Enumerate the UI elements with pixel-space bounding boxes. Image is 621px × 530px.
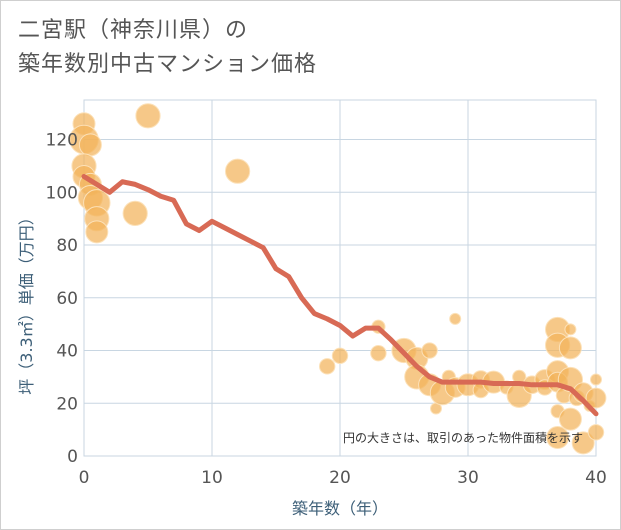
chart-title: 二宮駅（神奈川県）の 築年数別中古マンション価格 bbox=[18, 14, 317, 82]
data-bubble bbox=[225, 158, 251, 184]
data-bubble bbox=[135, 103, 161, 129]
y-tick-label: 120 bbox=[46, 131, 78, 151]
data-bubble bbox=[78, 133, 102, 157]
x-tick-label: 0 bbox=[79, 468, 90, 488]
data-bubble bbox=[571, 431, 595, 455]
y-tick-label: 20 bbox=[56, 394, 78, 414]
data-bubble bbox=[449, 312, 462, 325]
grid-lines bbox=[83, 99, 597, 457]
data-bubble bbox=[421, 342, 438, 359]
x-tick-label: 10 bbox=[201, 468, 223, 488]
y-axis-title: 坪（3.3㎡）単価（万円） bbox=[17, 209, 36, 394]
data-bubble bbox=[585, 387, 607, 409]
y-tick-label: 80 bbox=[56, 236, 78, 256]
bubble-size-note: 円の大きさは、取引のあった物件面積を示す bbox=[343, 430, 583, 445]
y-tick-label: 0 bbox=[67, 447, 78, 467]
data-bubble bbox=[122, 200, 148, 226]
data-bubble bbox=[85, 220, 109, 244]
x-tick-label: 40 bbox=[585, 468, 607, 488]
data-bubble bbox=[558, 336, 582, 360]
plot-border bbox=[83, 99, 597, 457]
y-tick-label: 40 bbox=[56, 342, 78, 362]
title-line-1: 二宮駅（神奈川県）の bbox=[18, 18, 249, 43]
bubble-series bbox=[69, 103, 607, 455]
axis-ticks: 0 10 20 30 40 0 20 40 60 80 100 120 bbox=[46, 131, 607, 488]
title-line-2: 築年数別中古マンション価格 bbox=[18, 52, 318, 77]
y-tick-label: 100 bbox=[46, 183, 78, 203]
data-bubble bbox=[370, 344, 387, 362]
data-bubble bbox=[590, 373, 602, 386]
data-bubble bbox=[558, 407, 582, 431]
x-tick-label: 30 bbox=[457, 468, 479, 488]
x-tick-label: 20 bbox=[329, 468, 351, 488]
data-bubble bbox=[564, 323, 577, 336]
data-bubble bbox=[331, 347, 349, 364]
data-bubble bbox=[546, 426, 570, 450]
y-tick-label: 60 bbox=[56, 289, 78, 309]
x-axis-title: 築年数（年） bbox=[292, 499, 388, 518]
data-bubble bbox=[587, 424, 605, 441]
average-price-line bbox=[81, 173, 599, 417]
data-bubble bbox=[319, 358, 336, 375]
